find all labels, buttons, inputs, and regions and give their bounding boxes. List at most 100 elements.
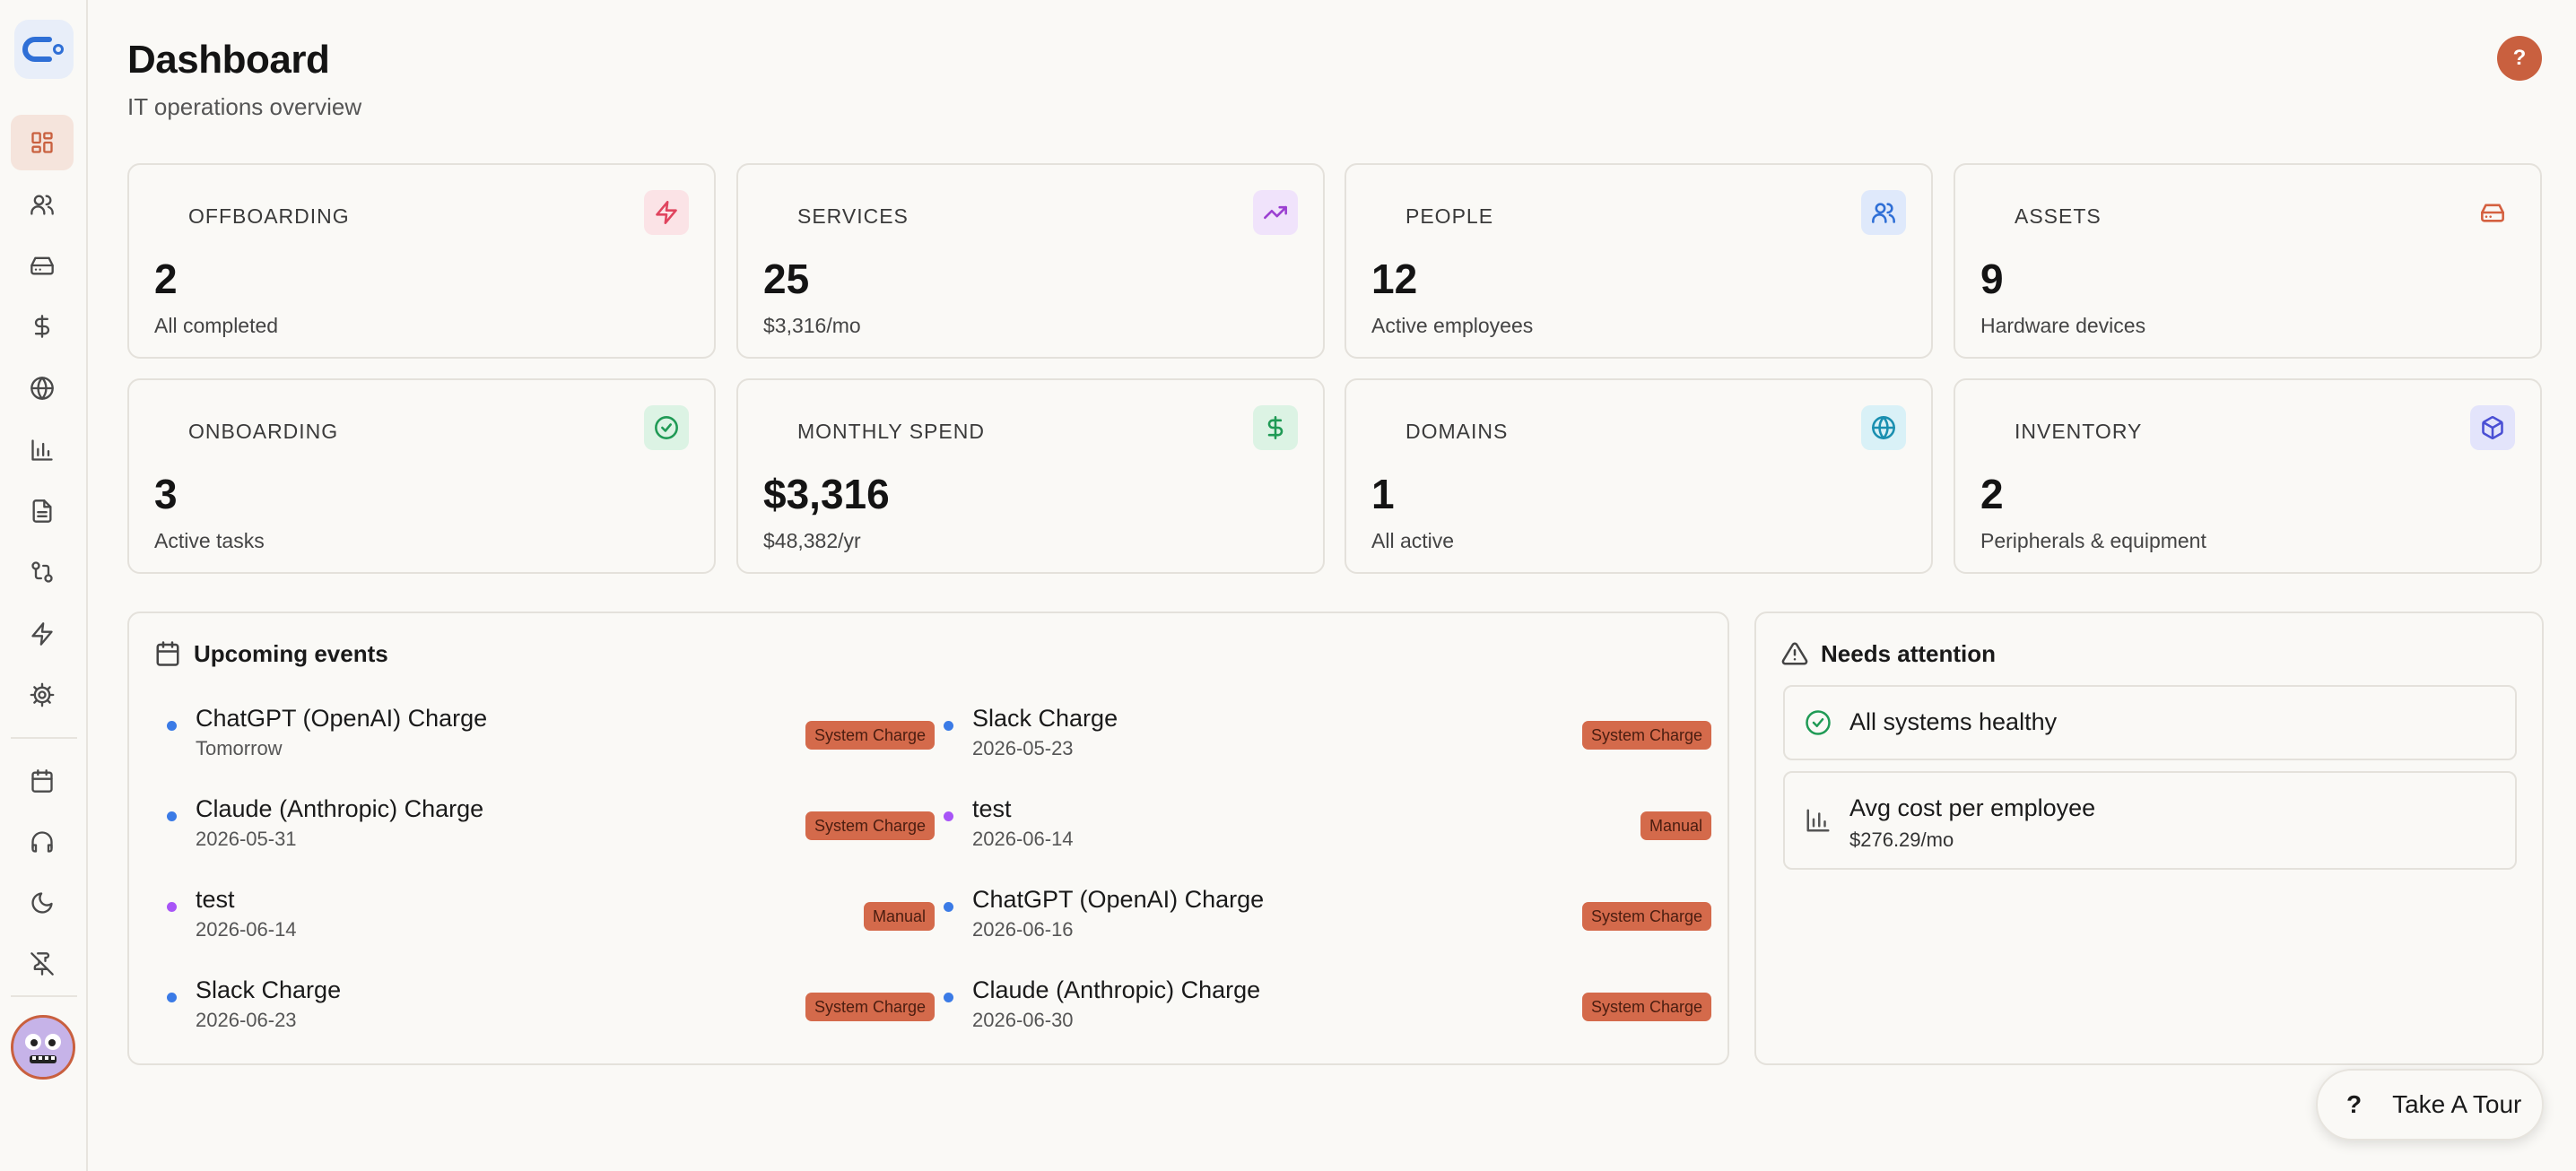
event-badge: System Charge xyxy=(1581,902,1711,931)
bar-chart-icon xyxy=(1805,807,1832,834)
hard-drive-icon xyxy=(2470,190,2515,235)
stat-card-services[interactable]: SERVICES 25 $3,316/mo xyxy=(736,163,1325,359)
event-date: 2026-06-14 xyxy=(972,828,1074,850)
systems-healthy-text: All systems healthy xyxy=(1849,708,2058,735)
event-badge: System Charge xyxy=(805,721,935,750)
stat-value: 12 xyxy=(1371,256,1418,302)
page-title: Dashboard xyxy=(127,38,330,82)
event-item[interactable]: Slack Charge 2026-05-23 System Charge xyxy=(944,699,1711,771)
box-icon xyxy=(2470,405,2515,450)
upcoming-events-panel: Upcoming events ChatGPT (OpenAI) Charge T… xyxy=(127,612,1729,1065)
stat-value: 9 xyxy=(1980,256,2004,302)
hard-drive-icon xyxy=(30,256,54,275)
event-item[interactable]: ChatGPT (OpenAI) Charge 2026-06-16 System … xyxy=(944,880,1711,952)
event-name: test xyxy=(972,795,1012,822)
stat-label: MONTHLY SPEND xyxy=(797,420,985,443)
sidebar-item-people[interactable] xyxy=(11,177,74,232)
zap-icon xyxy=(31,622,53,646)
stat-subtext: Peripherals & equipment xyxy=(1980,529,2206,552)
stat-subtext: $48,382/yr xyxy=(763,529,861,552)
gear-icon xyxy=(30,682,55,707)
sidebar-item-unpin[interactable] xyxy=(11,936,74,992)
alert-triangle-icon xyxy=(1781,640,1808,667)
event-item[interactable]: Slack Charge 2026-06-23 System Charge xyxy=(167,971,935,1043)
sidebar xyxy=(0,0,88,1171)
event-dot xyxy=(167,811,177,821)
pin-off-icon xyxy=(30,952,54,976)
sidebar-item-spend[interactable] xyxy=(11,299,74,354)
stat-card-people[interactable]: PEOPLE 12 Active employees xyxy=(1345,163,1933,359)
event-date: 2026-05-23 xyxy=(972,737,1074,759)
trending-up-icon xyxy=(1253,190,1298,235)
sidebar-item-dashboard[interactable] xyxy=(11,115,74,170)
event-dot xyxy=(944,993,953,1002)
take-tour-button[interactable]: ? Take A Tour xyxy=(2316,1069,2544,1141)
event-badge: Manual xyxy=(863,902,935,931)
sidebar-item-documents[interactable] xyxy=(11,483,74,539)
event-dot xyxy=(167,721,177,731)
app-logo[interactable] xyxy=(14,20,74,79)
globe-icon xyxy=(1861,405,1906,450)
stat-value: 25 xyxy=(763,256,810,302)
event-name: Slack Charge xyxy=(972,705,1118,732)
sidebar-item-calendar[interactable] xyxy=(11,753,74,809)
sidebar-item-support[interactable] xyxy=(11,814,74,870)
event-badge: System Charge xyxy=(805,811,935,840)
event-name: Claude (Anthropic) Charge xyxy=(972,976,1261,1003)
user-avatar[interactable] xyxy=(11,1015,75,1080)
event-badge: Manual xyxy=(1640,811,1711,840)
event-badge: System Charge xyxy=(1581,721,1711,750)
event-item[interactable]: Claude (Anthropic) Charge 2026-05-31 Syste… xyxy=(167,790,935,862)
file-icon xyxy=(32,499,52,523)
users-icon xyxy=(1861,190,1906,235)
event-dot xyxy=(944,902,953,912)
sidebar-divider xyxy=(11,737,77,739)
event-item[interactable]: test 2026-06-14 Manual xyxy=(944,790,1711,862)
event-item[interactable]: ChatGPT (OpenAI) Charge Tomorrow System Ch… xyxy=(167,699,935,771)
sidebar-item-assets[interactable] xyxy=(11,238,74,293)
event-badge: System Charge xyxy=(1581,993,1711,1021)
stat-subtext: Active employees xyxy=(1371,314,1534,337)
calendar-icon xyxy=(154,640,181,667)
event-name: Claude (Anthropic) Charge xyxy=(196,795,484,822)
event-dot xyxy=(167,902,177,912)
stat-value: 3 xyxy=(154,471,178,517)
sidebar-item-domains[interactable] xyxy=(11,360,74,416)
stat-card-domains[interactable]: DOMAINS 1 All active xyxy=(1345,378,1933,574)
stat-label: SERVICES xyxy=(797,204,909,228)
event-dot xyxy=(944,811,953,821)
stat-value: $3,316 xyxy=(763,471,890,517)
stat-subtext: All active xyxy=(1371,529,1455,552)
zap-icon xyxy=(644,190,689,235)
sidebar-item-workflows[interactable] xyxy=(11,544,74,600)
sidebar-item-settings[interactable] xyxy=(11,667,74,723)
sidebar-item-automations[interactable] xyxy=(11,606,74,662)
event-name: ChatGPT (OpenAI) Charge xyxy=(972,886,1265,913)
git-compare-icon xyxy=(31,561,53,583)
stat-subtext: Active tasks xyxy=(154,529,265,552)
avg-cost-row: Avg cost per employee $276.29/mo xyxy=(1783,771,2517,870)
stat-subtext: All completed xyxy=(154,314,279,337)
dollar-icon xyxy=(34,315,50,338)
stat-card-inventory[interactable]: INVENTORY 2 Peripherals & equipment xyxy=(1954,378,2542,574)
event-date: 2026-06-30 xyxy=(972,1009,1074,1031)
event-item[interactable]: test 2026-06-14 Manual xyxy=(167,880,935,952)
avg-cost-label: Avg cost per employee xyxy=(1849,794,2096,821)
event-dot xyxy=(167,993,177,1002)
stat-subtext: $3,316/mo xyxy=(763,314,861,337)
bar-chart-icon xyxy=(31,439,53,461)
stat-card-assets[interactable]: ASSETS 9 Hardware devices xyxy=(1954,163,2542,359)
sidebar-item-theme[interactable] xyxy=(11,875,74,931)
event-date: 2026-06-23 xyxy=(196,1009,297,1031)
stat-card-offboarding[interactable]: OFFBOARDING 2 All completed xyxy=(127,163,716,359)
needs-attention-panel: Needs attention All systems healthy Avg … xyxy=(1754,612,2544,1065)
event-item[interactable]: Claude (Anthropic) Charge 2026-06-30 Syste… xyxy=(944,971,1711,1043)
help-button[interactable]: ? xyxy=(2497,36,2542,81)
headphones-icon xyxy=(31,831,53,853)
stat-card-monthly-spend[interactable]: MONTHLY SPEND $3,316 $48,382/yr xyxy=(736,378,1325,574)
stat-label: INVENTORY xyxy=(2015,420,2143,443)
stat-card-onboarding[interactable]: ONBOARDING 3 Active tasks xyxy=(127,378,716,574)
event-date: Tomorrow xyxy=(196,737,283,759)
sidebar-item-reports[interactable] xyxy=(11,422,74,478)
